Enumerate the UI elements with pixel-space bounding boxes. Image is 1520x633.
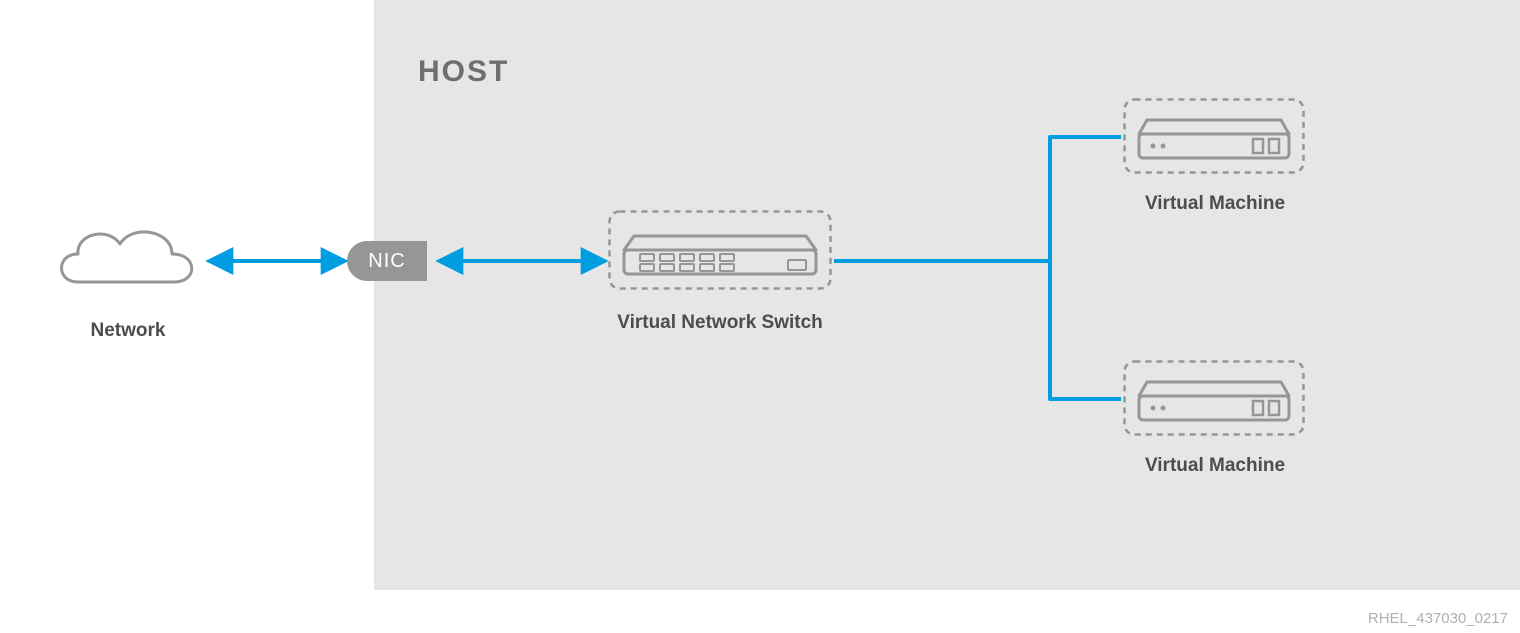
vm2-label: Virtual Machine: [1115, 455, 1315, 477]
vm1-label: Virtual Machine: [1115, 193, 1315, 215]
switch-label: Virtual Network Switch: [590, 312, 850, 334]
network-label: Network: [48, 320, 208, 342]
footer-code: RHEL_437030_0217: [1368, 610, 1508, 627]
